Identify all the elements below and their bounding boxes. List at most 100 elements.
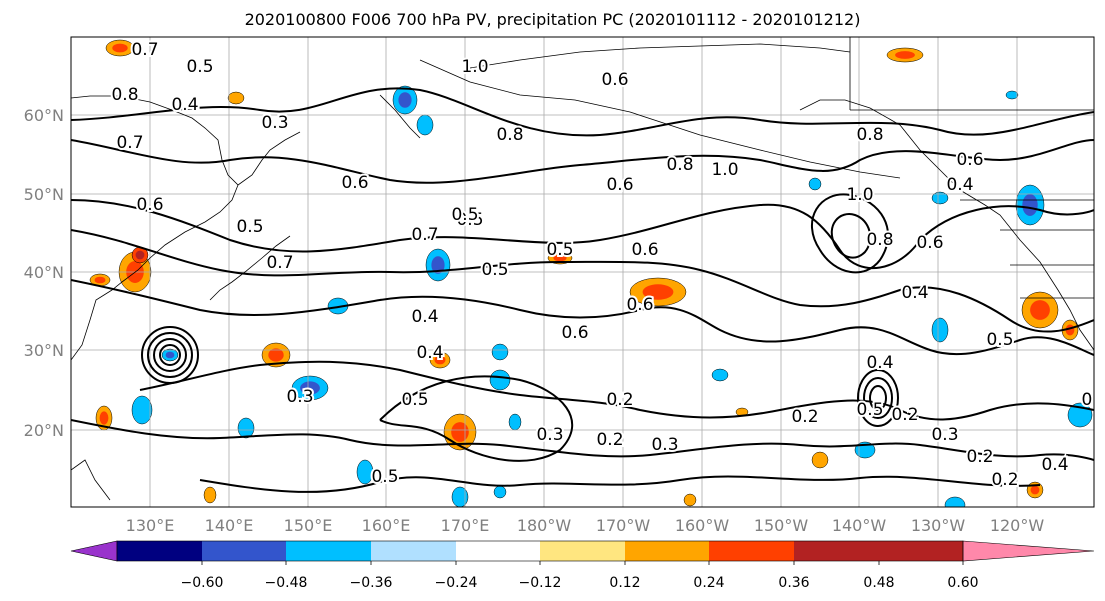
contour-label: 0.3 [651, 435, 678, 455]
precip-patch [808, 177, 822, 191]
colorbar-bin [371, 541, 456, 561]
precip-patch [683, 493, 697, 507]
precip-patch-core [434, 355, 446, 365]
contour-label: 0.8 [866, 230, 893, 250]
contour-label: 0.4 [901, 283, 928, 303]
contour-label: 0.2 [1081, 390, 1105, 410]
lat-label: 50°N [24, 185, 64, 204]
precip-patch [944, 496, 966, 507]
latitude-labels: 20°N 30°N 40°N 50°N 60°N [24, 106, 64, 440]
longitude-labels: 130°E 140°E 150°E 160°E 170°E 180°W 170°W 160°W… [126, 516, 1045, 535]
contour-label: 0.6 [341, 173, 368, 193]
contour-label: 0.5 [546, 240, 573, 260]
precip-patch-core [1030, 485, 1040, 495]
lon-label: 150°W [754, 516, 809, 535]
colorbar-tick-label: −0.60 [181, 575, 224, 591]
lon-label: 170°E [441, 516, 490, 535]
lon-label: 140°W [832, 516, 887, 535]
contour-label: 0.5 [371, 467, 398, 487]
precip-patch [931, 317, 949, 343]
colorbar-bin [456, 541, 540, 561]
map-frame [70, 36, 1095, 508]
colorbar-tick-label: 0.24 [693, 575, 724, 591]
precip-patch [131, 395, 153, 425]
precip-patch-core [895, 51, 915, 59]
gridlines [71, 37, 1094, 507]
colorbar-extend-high [962, 540, 1095, 562]
colorbar-bin [202, 541, 286, 561]
lat-label: 60°N [24, 106, 64, 125]
colorbar-extend-low [70, 540, 118, 562]
contour-label: 0.6 [956, 150, 983, 170]
contour-label: 0.7 [411, 225, 438, 245]
precip-patch [489, 369, 511, 391]
lon-label: 180°W [517, 516, 572, 535]
contour-label: 0.6 [136, 195, 163, 215]
contour-label: 0.2 [606, 390, 633, 410]
contour-label: 0.5 [986, 330, 1013, 350]
contour-label: 0.8 [856, 125, 883, 145]
precip-patch-core [451, 422, 469, 442]
contour-label: 0.3 [536, 425, 563, 445]
colorbar-tick-label: 0.36 [778, 575, 809, 591]
contour-label: 0.8 [666, 155, 693, 175]
lon-label: 150°E [284, 516, 333, 535]
contour-label: 1.0 [711, 160, 738, 180]
lon-label: 130°E [126, 516, 175, 535]
precip-patch-core [642, 284, 674, 300]
lon-label: 140°E [205, 516, 254, 535]
contour-label: 0.5 [856, 400, 883, 420]
contour-label: 0.8 [496, 125, 523, 145]
lon-label: 170°W [596, 516, 651, 535]
lon-label: 120°W [990, 516, 1045, 535]
contour-label: 0.3 [261, 113, 288, 133]
precip-patch-core [1030, 300, 1050, 320]
colorbar-tick-label: −0.48 [265, 575, 308, 591]
precip-patch [811, 451, 829, 469]
lon-label: 160°E [362, 516, 411, 535]
contour-label: 0.2 [966, 447, 993, 467]
contour-labels: 0.70.50.8 0.40.30.70.60.50.60.70.51.00.80… [109, 38, 1105, 492]
contour-label: 0.7 [116, 133, 143, 153]
contour-label: 0.6 [631, 240, 658, 260]
colorbar-tick-label: 0.60 [947, 575, 978, 591]
colorbar-bin [540, 541, 625, 561]
precip-patch [416, 114, 434, 136]
contour-label: 0.4 [946, 175, 973, 195]
contour-label: 0.7 [266, 253, 293, 273]
colorbar-tick-label: −0.24 [435, 575, 478, 591]
colorbar-bin [794, 541, 879, 561]
precip-patch [227, 91, 245, 105]
precip-patch-core [268, 348, 284, 362]
precip-patch [493, 485, 507, 499]
precip-patch-core [165, 351, 175, 359]
colorbar-tick-label: −0.12 [519, 575, 562, 591]
pv-contour-rings [141, 326, 899, 427]
contour-label: 0.5 [481, 260, 508, 280]
colorbar-tick-label: 0.48 [863, 575, 894, 591]
contour-label: 0.6 [626, 295, 653, 315]
precip-patch-core [94, 276, 106, 284]
precip-patch [508, 413, 522, 431]
colorbar-bin [625, 541, 709, 561]
coastlines [71, 37, 1094, 501]
contour-label: 0.2 [891, 405, 918, 425]
precip-patch [711, 368, 729, 382]
precip-patch [931, 191, 949, 205]
contour-label: 0.4 [416, 343, 443, 363]
precip-patch [237, 417, 255, 439]
contour-label: 0.5 [236, 217, 263, 237]
contour-label: 0.6 [606, 175, 633, 195]
colorbar-bin [709, 541, 794, 561]
lon-label: 130°W [911, 516, 966, 535]
lat-label: 40°N [24, 263, 64, 282]
precip-patch-core [1022, 194, 1038, 216]
contour-label: 0.6 [916, 233, 943, 253]
precip-patch-core [553, 254, 567, 262]
contour-label: 0.2 [791, 407, 818, 427]
contour-label: 0.5 [451, 205, 478, 225]
contour-label: 0.4 [411, 307, 438, 327]
precip-patch [491, 343, 509, 361]
contour-label: 0.7 [131, 40, 158, 60]
